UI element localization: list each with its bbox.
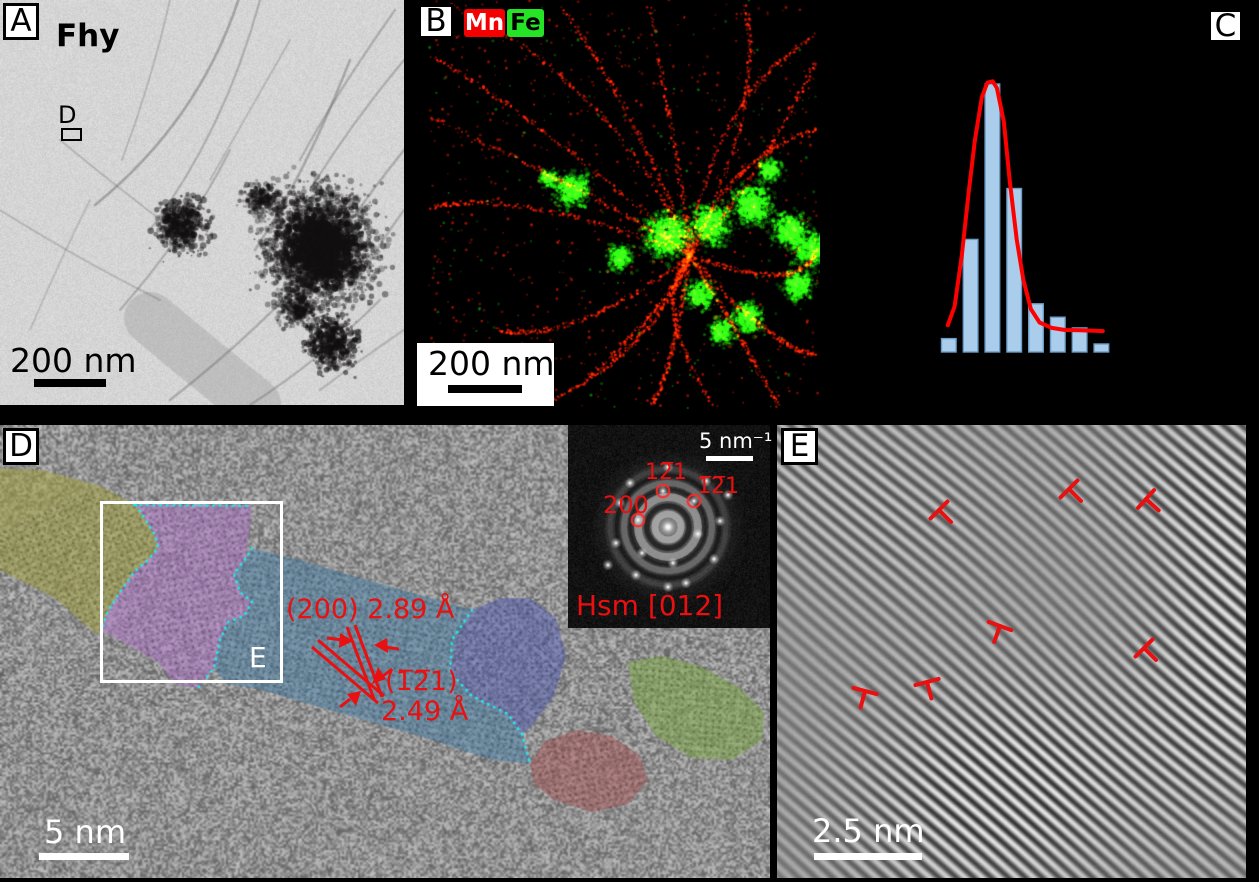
panel-e-letter: E — [789, 428, 810, 464]
histogram-bar — [962, 238, 979, 353]
panel-c-label: C — [1208, 9, 1243, 43]
panel-a-scalebar — [34, 379, 106, 387]
histogram-bar — [1049, 316, 1066, 353]
panel-a-scalebar-label: 200 nm — [10, 341, 137, 380]
histogram-bar — [984, 83, 1001, 353]
panel-d-label: D — [3, 428, 39, 465]
d-spacing-121-value-annotation: 2.49 Å — [381, 696, 469, 727]
histogram-chart — [940, 79, 1110, 353]
d-spacing-200-annotation: (200) 2.89 Å — [286, 594, 455, 625]
panel-b-scalebar-label: 200 nm — [428, 344, 555, 383]
histogram-bar — [940, 337, 957, 353]
fringe-image-canvas — [777, 425, 1246, 878]
fft-spot-200-label: 200 — [603, 491, 649, 519]
panel-c-letter: C — [1214, 7, 1237, 44]
legend-fe-label: Fe — [510, 10, 541, 36]
panel-e-scalebar — [814, 853, 922, 860]
panel-d-scalebar — [39, 853, 129, 860]
panel-e-scalebar-label: 2.5 nm — [812, 812, 925, 850]
fft-scalebar-label: 5 nm⁻¹ — [699, 429, 773, 453]
legend-fe-badge: Fe — [507, 9, 544, 37]
histogram-bar — [1093, 343, 1110, 353]
panel-b-scalebox: 200 nm — [417, 343, 555, 406]
d-spacing-121-plane-annotation: (1̅2̅1) — [385, 666, 458, 697]
panel-e-label: E — [781, 428, 818, 465]
roi-d-label: D — [58, 101, 77, 129]
fft-zone-axis-label: Hsm [012] — [576, 589, 724, 622]
legend-mn-label: Mn — [464, 10, 505, 36]
roi-e-rect — [100, 501, 283, 683]
histogram-bar — [1071, 327, 1088, 353]
panel-b-scalebar — [448, 385, 522, 393]
legend-mn-badge: Mn — [464, 9, 505, 37]
panel-b-letter: B — [425, 3, 447, 39]
panel-a-letter: A — [10, 3, 32, 39]
panel-b-label: B — [418, 4, 454, 39]
roi-d-rect — [61, 128, 82, 141]
tem-image-canvas — [0, 0, 404, 405]
panel-d-letter: D — [9, 428, 33, 464]
histogram-fit-curve — [945, 79, 1105, 334]
fft-spot-121-left-label: 12̅1 — [645, 460, 687, 485]
sample-name-label: Fhy — [56, 18, 120, 54]
histogram-bar — [1006, 187, 1023, 353]
panel-a-label: A — [3, 3, 39, 40]
histogram-bar — [1027, 303, 1044, 353]
roi-e-label: E — [249, 641, 267, 674]
eds-map-canvas — [406, 0, 820, 410]
panel-d-scalebar-label: 5 nm — [44, 813, 126, 851]
fft-scalebar — [706, 456, 753, 461]
fft-spot-121-right-label: 1̅2̅1 — [697, 474, 739, 499]
